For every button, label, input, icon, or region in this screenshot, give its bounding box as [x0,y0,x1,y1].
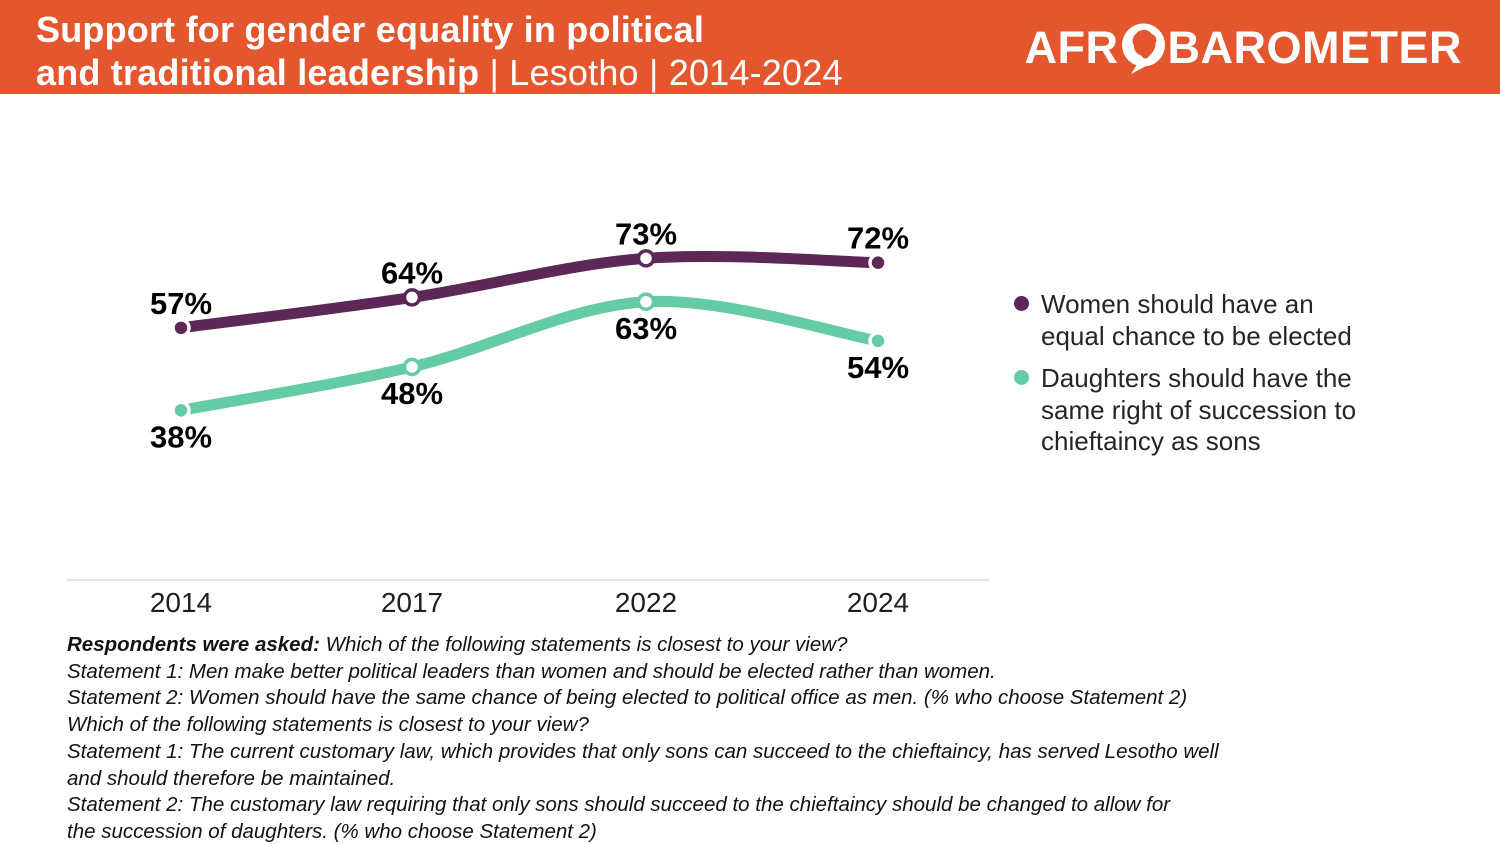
data-point-marker [171,400,191,421]
footnote-line-7: Statement 2: The customary law requiring… [67,793,1171,817]
africa-speech-bubble-icon [1121,23,1165,74]
footnote-line-6: and should therefore be maintained. [67,766,396,790]
series-line-1 [175,295,884,416]
header-banner: Support for gender equality in political… [0,0,1500,94]
footnote-line-8: the succession of daughters. (% who choo… [67,819,597,843]
footnote-bold-lead: Respondents were asked: [67,633,320,656]
data-point-label: 54% [847,350,909,385]
page-title-line2-bold: and traditional leadership [36,52,480,93]
footnote-line-1: Respondents were asked: Which of the fol… [67,633,848,656]
legend-item-0: Women should have an equal chance to be … [1014,289,1434,352]
data-point-marker [868,331,888,351]
legend: Women should have an equal chance to be … [1014,289,1434,469]
data-point-label: 64% [381,255,443,290]
logo-text-prefix: AFR [1024,22,1119,73]
series-line-0 [175,250,884,334]
data-point-label: 63% [615,311,677,346]
data-point-label: 38% [150,419,212,454]
footnote-line-2: Statement 1: Men make better political l… [67,659,996,683]
legend-item-1: Daughters should have the same right of … [1014,363,1434,458]
footnote-line-4: Which of the following statements is clo… [67,713,589,737]
x-axis-tick-label-2024: 2024 [847,587,909,618]
afrobarometer-logo: AFR BAROMETER [1025,22,1462,74]
page-title-line2: and traditional leadership | Lesotho | 2… [36,51,843,94]
legend-bullet-icon [1014,296,1029,311]
page-title: Support for gender equality in political… [36,8,843,94]
data-point-marker [171,318,191,338]
data-point-marker [636,249,656,268]
data-point-label: 73% [615,216,677,251]
legend-bullet-icon [1014,370,1029,385]
data-point-marker [402,357,422,377]
page-title-line2-subtitle: | Lesotho | 2014-2024 [479,52,843,93]
line-chart: 2014 2017 2022 2024 57% 64% 73% 72% 38% 48% 63% 54% [66,216,990,618]
x-axis-tick-label-2014: 2014 [150,587,212,618]
data-point-label: 48% [381,376,443,411]
logo-text-suffix: BAROMETER [1167,22,1462,73]
footnote-line-3: Statement 2: Women should have the same … [67,686,1188,710]
data-point-marker [636,292,656,312]
data-point-marker [868,252,888,273]
page-title-line1: Support for gender equality in political [36,9,705,50]
footnote-line-5: Statement 1: The current customary law, … [67,739,1219,763]
x-axis-tick-label-2017: 2017 [381,587,443,618]
legend-label: Daughters should have the same right of … [1041,363,1357,456]
data-point-label: 57% [150,286,212,321]
legend-label: Women should have an equal chance to be … [1041,289,1352,351]
data-point-label: 72% [847,221,909,256]
x-axis-tick-label-2022: 2022 [615,587,677,618]
data-point-marker [402,288,422,307]
footnote: Respondents were asked: Which of the fol… [67,632,1497,844]
